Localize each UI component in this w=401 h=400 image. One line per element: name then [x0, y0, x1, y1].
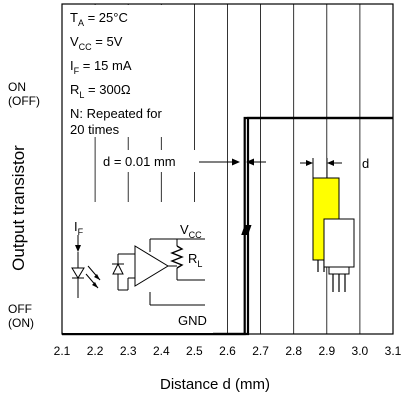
circuit-if-label: IF	[74, 219, 84, 237]
sensor-illustration: d	[300, 156, 369, 292]
d-step-label: d = 0.01 mm	[103, 154, 176, 169]
circuit-gnd-label: GND	[178, 313, 207, 328]
d-dim-label: d	[362, 156, 369, 171]
d-step-arrowhead-right	[246, 158, 254, 166]
detector-block	[323, 218, 355, 268]
y-level-off-sub: (ON)	[8, 316, 34, 330]
x-tick-label: 2.3	[120, 344, 137, 358]
circuit-rl-label: RL	[188, 251, 202, 269]
light-ray-head-2	[92, 282, 98, 288]
cond-ta: TA = 25°C	[70, 10, 128, 28]
circuit-vcc-label: VCC	[180, 222, 202, 240]
x-tick-label: 2.6	[219, 344, 236, 358]
x-tick-label: 3.0	[352, 344, 369, 358]
y-level-off: OFF	[8, 302, 32, 316]
y-level-on: ON	[8, 80, 26, 94]
amplifier-symbol	[134, 245, 169, 287]
cond-vcc: VCC = 5V	[70, 34, 123, 52]
rising-edge-arrow	[241, 225, 249, 235]
conditions-text: TA = 25°C VCC = 5V IF = 15 mA RL = 300Ω …	[70, 10, 162, 137]
cond-n-line2: 20 times	[70, 122, 120, 137]
cond-n-line1: N: Repeated for	[70, 106, 162, 121]
d-dim-arrowhead-r	[327, 160, 334, 166]
falling-edge-arrow	[244, 225, 252, 235]
x-tick-label: 2.4	[153, 344, 170, 358]
load-resistor	[170, 245, 184, 269]
d-step-arrowhead-left	[232, 158, 240, 166]
photodiode-symbol	[112, 262, 124, 275]
y-level-on-sub: (OFF)	[8, 94, 40, 108]
d-step-label-bg	[100, 150, 200, 172]
x-tick-labels: 2.1 2.2 2.3 2.4 2.5 2.6 2.7 2.8 2.9 3.0 3.1	[54, 344, 401, 358]
circuit-diagram: IF VCC GND RL	[71, 219, 207, 328]
x-tick-label: 2.2	[87, 344, 104, 358]
x-tick-label: 2.5	[186, 344, 203, 358]
detector-base	[328, 266, 350, 275]
light-ray-head-1	[94, 274, 100, 280]
x-tick-label: 3.1	[385, 344, 401, 358]
x-tick-label: 2.9	[318, 344, 335, 358]
d-dim-arrowhead-l	[306, 160, 313, 166]
y-axis-label: Output transistor	[9, 145, 28, 271]
if-arrowhead	[75, 245, 81, 252]
x-tick-label: 2.7	[252, 344, 269, 358]
x-tick-label: 2.8	[285, 344, 302, 358]
x-tick-label: 2.1	[54, 344, 71, 358]
conditions-box	[63, 5, 191, 137]
led-symbol	[71, 267, 85, 279]
cond-if: IF = 15 mA	[70, 58, 132, 76]
x-axis-label: Distance d (mm)	[160, 376, 270, 393]
series-group	[62, 116, 393, 336]
cond-rl: RL = 300Ω	[70, 82, 131, 100]
